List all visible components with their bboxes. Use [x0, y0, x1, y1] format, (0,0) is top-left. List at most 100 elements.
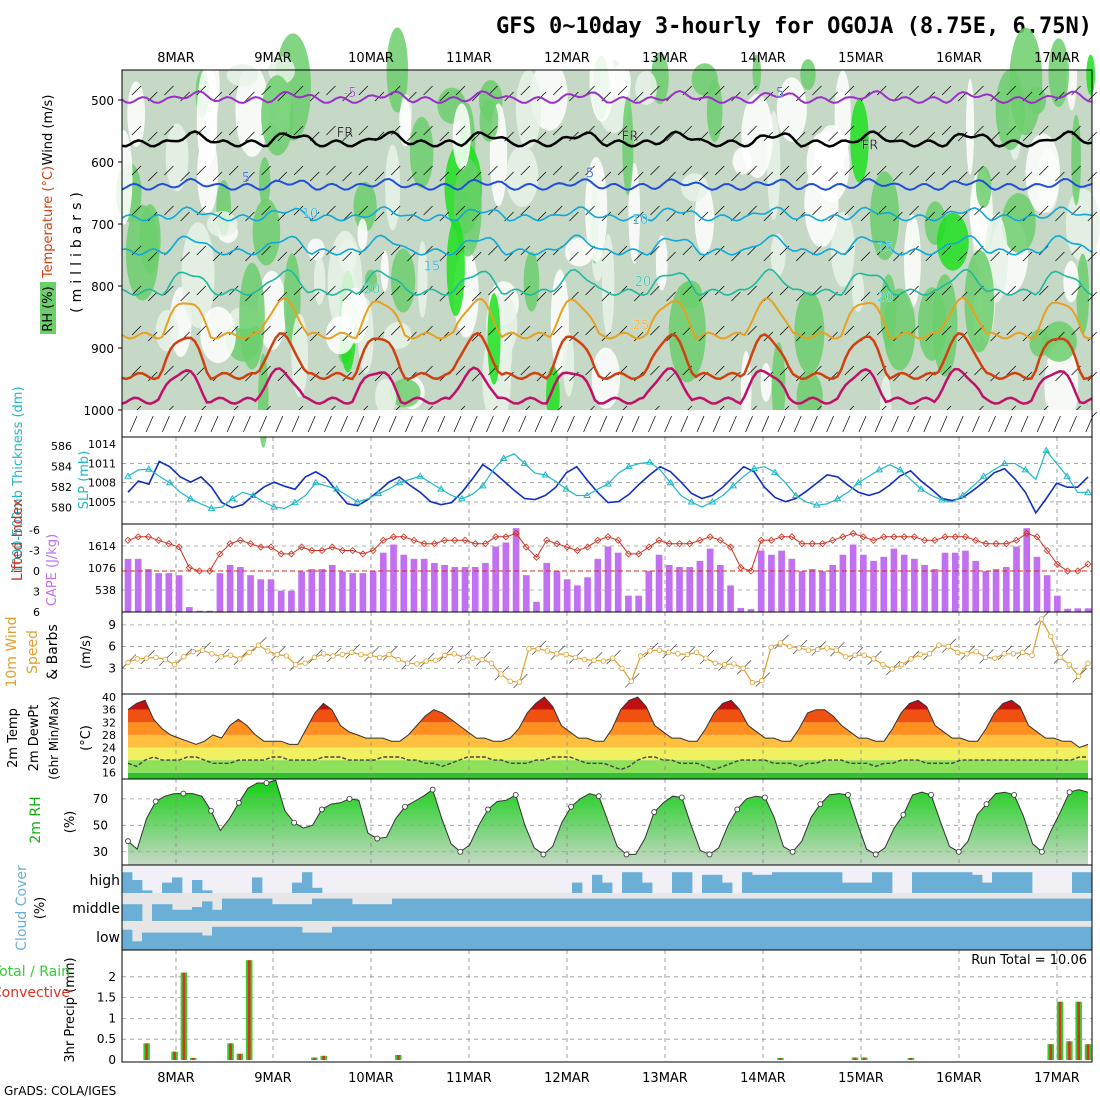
- cloud-middle-bar: [272, 904, 283, 921]
- temp-tick: 20: [102, 754, 116, 767]
- lifted-index-marker: [1074, 567, 1082, 575]
- wind-barb: [957, 131, 968, 142]
- rh-marker: [346, 795, 353, 802]
- wind-barb: [1071, 165, 1081, 176]
- surface-wind-barb: [453, 415, 462, 433]
- cloud-high-bar: [962, 872, 973, 893]
- wind-barb: [326, 365, 336, 376]
- cloud-low-bar: [152, 932, 163, 950]
- rh-tick: 50: [93, 818, 108, 832]
- lifted-index-tick: -6: [29, 524, 40, 537]
- rh-blob: [706, 79, 723, 142]
- wind-speed-marker: [926, 651, 933, 657]
- cloud-low-bar: [972, 926, 983, 950]
- slp-marker: [1042, 446, 1051, 454]
- cloud-high-bar: [852, 882, 863, 893]
- wind-barb: [423, 85, 433, 96]
- cloud-middle-bar: [752, 898, 763, 921]
- cloud-middle-bar: [312, 898, 323, 921]
- cloud-level-label: low: [96, 930, 120, 946]
- surface-wind-barb: [1036, 415, 1045, 433]
- wind-barb: [990, 171, 1000, 182]
- wind-barb: [941, 85, 952, 96]
- lifted-index-marker: [481, 540, 490, 548]
- cloud-middle-bar: [612, 898, 623, 921]
- wind-speed-marker: [684, 651, 690, 658]
- wind-barb: [536, 251, 547, 262]
- slp-tick: 1008: [88, 477, 116, 490]
- rh-blob: [883, 288, 916, 371]
- wind-speed-marker: [870, 656, 877, 662]
- wind-barb: [941, 285, 952, 296]
- slp-marker: [812, 501, 821, 508]
- rh-blob: [115, 130, 133, 225]
- surface-wind-barb: [178, 415, 186, 433]
- rh2m-label: 2m RH: [28, 796, 44, 843]
- lifted-index-marker: [573, 546, 581, 555]
- cloud-middle-bar: [572, 898, 583, 921]
- wind-barb: [569, 211, 579, 222]
- cloud-high-bar: [772, 872, 783, 893]
- cape-bar: [512, 528, 520, 612]
- wind-barb: [1006, 125, 1017, 136]
- cape-axis-label: CAPE (J/kg): [45, 534, 60, 606]
- precip-convective-bar: [247, 960, 251, 1060]
- cloud-middle-bar: [392, 898, 403, 921]
- precip-tick: 0.5: [97, 1032, 116, 1046]
- rh-blob: [563, 331, 575, 397]
- cape-bar: [860, 554, 867, 612]
- wind-barb: [1055, 91, 1065, 102]
- panel-frame-thick: [121, 436, 1093, 525]
- rh-blob: [776, 77, 807, 142]
- cloud-low-bar: [642, 926, 653, 950]
- slp-tick: 1005: [88, 496, 116, 509]
- wind-barb: [1071, 325, 1081, 336]
- wind-barb: [326, 205, 336, 216]
- cloud-low-bar: [872, 926, 883, 950]
- wind-speed-marker: [265, 648, 271, 654]
- wind-barb: [277, 211, 288, 222]
- cloud-low-bar: [262, 926, 273, 950]
- wind-barb: [342, 251, 352, 262]
- slp-marker: [624, 462, 633, 470]
- cape-bar: [1002, 567, 1010, 612]
- surface-wind-barb: [1004, 415, 1013, 433]
- cloud-low-bar: [1032, 926, 1043, 950]
- wind-barb: [941, 245, 952, 256]
- cloud-high-bar: [602, 882, 613, 893]
- temp2m-label-b: 2m DewPt: [27, 705, 42, 772]
- wind-barb: [390, 165, 401, 176]
- wind-barb: [471, 91, 482, 102]
- rh-blob: [208, 71, 218, 160]
- lifted-index-marker: [1064, 567, 1072, 575]
- cape-bar: [992, 569, 1000, 612]
- rh-marker: [706, 851, 713, 858]
- wind-barb: [585, 205, 595, 216]
- cloud-low-bar: [932, 926, 943, 950]
- lifted-index-marker: [829, 536, 837, 544]
- wind-barb: [666, 291, 676, 302]
- cape-bar: [145, 569, 152, 612]
- wind-speed-marker: [675, 651, 681, 657]
- precip-convective-bar: [313, 1057, 316, 1060]
- cape-bar: [1033, 556, 1041, 612]
- wind-speed-marker: [889, 666, 895, 672]
- date-label-bottom: 15MAR: [838, 1071, 884, 1086]
- wind-barb: [196, 325, 207, 336]
- cape-bar: [584, 577, 591, 612]
- lifted-index-marker: [706, 533, 714, 541]
- cloud-middle-bar: [742, 898, 753, 921]
- lifted-index-marker: [134, 533, 142, 541]
- precip-tick: 2: [108, 970, 116, 984]
- wind-barb: [601, 251, 612, 262]
- wind-speed-marker: [824, 645, 830, 651]
- lifted-index-marker: [522, 543, 530, 551]
- wind-barb: [390, 285, 401, 296]
- wind-barb: [714, 325, 725, 336]
- cloud-middle-bar: [552, 898, 563, 921]
- surface-wind-barb: [243, 415, 251, 433]
- cloud-high-bar: [1082, 872, 1093, 893]
- cloud-middle-bar: [202, 901, 213, 921]
- cloud-low-bar: [552, 926, 563, 950]
